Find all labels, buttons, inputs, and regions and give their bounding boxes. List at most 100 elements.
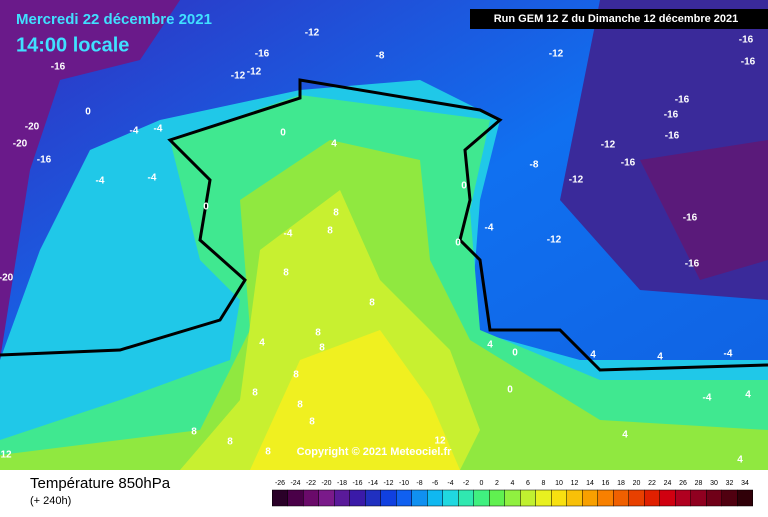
contour-label: -20 [25, 122, 40, 133]
contour-label: -16 [685, 259, 700, 270]
contour-label: 0 [507, 385, 513, 396]
contour-label: -4 [154, 124, 163, 135]
legend-swatch [334, 489, 350, 507]
contour-label: -12 [549, 49, 564, 60]
contour-label: -4 [284, 229, 293, 240]
contour-labels: -12-16-12 -12-8 -12-16-16-16-20-20-160-4 -4… [0, 28, 756, 466]
legend-swatch [690, 489, 707, 507]
contour-label: 12 [0, 450, 12, 461]
contour-label: 4 [259, 338, 265, 349]
contour-label: -16 [741, 57, 756, 68]
legend-swatch [644, 489, 660, 507]
run-box [470, 9, 768, 29]
legend-swatch [287, 489, 304, 507]
contour-label: -20 [13, 139, 28, 150]
legend-tick-label: -12 [383, 480, 393, 487]
legend-swatch [396, 489, 412, 507]
legend-tick-label: -20 [321, 480, 331, 487]
legend-swatch [303, 489, 319, 507]
contour-label: -16 [739, 35, 754, 46]
contour-label: -16 [37, 155, 52, 166]
contour-label: -12 [569, 175, 584, 186]
legend-swatch [721, 489, 738, 507]
legend-tick-label: 24 [664, 480, 672, 487]
legend-swatch [504, 489, 521, 507]
legend-tick-label: -18 [337, 480, 347, 487]
legend-swatch [659, 489, 676, 507]
contour-label: 0 [203, 202, 209, 213]
contour-label: 8 [293, 370, 299, 381]
contour-label: -16 [255, 49, 270, 60]
contour-label: -8 [376, 51, 385, 62]
contour-label: 8 [283, 268, 289, 279]
legend-tick-label: 30 [710, 480, 718, 487]
legend-tick-label: 14 [586, 480, 594, 487]
contour-label: -16 [51, 62, 66, 73]
contour-label: -16 [665, 131, 680, 142]
legend-tick-label: -14 [368, 480, 378, 487]
legend-tick-label: 22 [648, 480, 656, 487]
legend-swatch [597, 489, 614, 507]
legend-tick-label: 20 [633, 480, 641, 487]
legend-swatch [489, 489, 505, 507]
contour-label: 8 [252, 388, 258, 399]
legend-tick-label: -16 [352, 480, 362, 487]
contour-label: -12 [305, 28, 320, 39]
contour-label: -4 [703, 393, 712, 404]
contour-label: 8 [309, 417, 315, 428]
legend-swatch [442, 489, 459, 507]
legend-tick-label: -4 [447, 480, 453, 487]
contour-label: 8 [319, 343, 325, 354]
contour-label: -12 [247, 67, 262, 78]
contour-label: -16 [675, 95, 690, 106]
contour-label: 4 [745, 390, 751, 401]
run-info: Run GEM 12 Z du Dimanche 12 décembre 202… [494, 13, 739, 25]
contour-label: 8 [297, 400, 303, 411]
date-title: Mercredi 22 décembre 2021 [16, 11, 212, 28]
contour-label: 4 [657, 352, 663, 363]
copyright: Copyright © 2021 Meteociel.fr [297, 446, 453, 458]
legend-swatch [365, 489, 381, 507]
contour-label: 4 [487, 340, 493, 351]
legend-tick-label: 6 [526, 480, 530, 487]
contour-label: -12 [231, 71, 246, 82]
legend-swatch [675, 489, 691, 507]
contour-label: 0 [512, 348, 518, 359]
legend-tick-label: -26 [275, 480, 285, 487]
zero-isotherm [0, 78, 768, 372]
contour-label: -4 [724, 349, 733, 360]
lead-time: (+ 240h) [30, 495, 71, 507]
warm-region [250, 330, 460, 470]
legend-swatch [613, 489, 629, 507]
cold-region [0, 0, 180, 360]
legend-tick-label: -8 [416, 480, 422, 487]
legend-tick-label: 4 [511, 480, 515, 487]
legend-tick-label: -10 [399, 480, 409, 487]
contour-label: 8 [227, 437, 233, 448]
legend-tick-label: -2 [463, 480, 469, 487]
legend-swatch [535, 489, 552, 507]
contour-label: -4 [485, 223, 494, 234]
legend-swatch [566, 489, 583, 507]
legend-swatch [551, 489, 567, 507]
contour-label: 8 [369, 298, 375, 309]
contour-label: -4 [130, 126, 139, 137]
contour-label: 4 [737, 455, 743, 466]
legend-tick-label: 16 [602, 480, 610, 487]
legend-tick-label: 26 [679, 480, 687, 487]
legend-tick-label: -24 [290, 480, 300, 487]
contour-label: 8 [327, 226, 333, 237]
legend-swatch [272, 489, 288, 507]
legend-swatch [473, 489, 490, 507]
contour-label: 0 [455, 238, 461, 249]
legend-swatch [349, 489, 366, 507]
contour-label: -20 [0, 273, 14, 284]
contour-label: 8 [191, 427, 197, 438]
contour-label: -12 [547, 235, 562, 246]
legend-tick-label: -22 [306, 480, 316, 487]
legend-tick-label: 2 [495, 480, 499, 487]
legend-swatch [458, 489, 474, 507]
legend-tick-label: 8 [542, 480, 546, 487]
legend-tick-label: 28 [695, 480, 703, 487]
